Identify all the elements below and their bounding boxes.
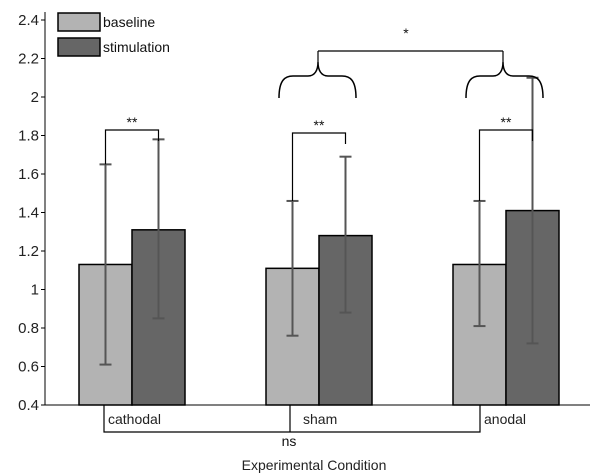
legend: baseline stimulation xyxy=(57,12,170,57)
significance-marker: ** xyxy=(501,114,512,130)
x-axis-label: Experimental Condition xyxy=(242,457,387,473)
significance-marker: ** xyxy=(314,117,325,133)
y-tick-label: 0.4 xyxy=(18,397,39,414)
significance-bracket xyxy=(478,129,534,201)
legend-label-baseline: baseline xyxy=(103,14,155,30)
significance-marker: ** xyxy=(127,114,138,130)
y-tick-label: 1.8 xyxy=(18,128,39,145)
significance-bracket xyxy=(104,129,160,165)
legend-label-stimulation: stimulation xyxy=(103,39,170,55)
significance-annotations: ** ** ***ns xyxy=(103,25,544,449)
ns-bracket xyxy=(103,405,481,433)
bars xyxy=(78,76,560,406)
y-tick-label: 1 xyxy=(31,282,39,299)
y-tick-label: 2.4 xyxy=(18,12,39,29)
category-label-sham: sham xyxy=(303,411,337,427)
y-tick-label: 1.6 xyxy=(18,166,39,183)
category-label-anodal: anodal xyxy=(484,411,526,427)
axes: 0.4 0.6 0.8 1 1.2 1.4 1.6 1.8 2 2.2 2.4 cathodal sha… xyxy=(18,12,590,427)
y-tick-label: 1.2 xyxy=(18,243,39,260)
legend-swatch-stimulation xyxy=(57,37,101,57)
y-tick-label: 0.6 xyxy=(18,359,39,376)
significance-bracket xyxy=(291,132,347,201)
between-significance-marker: * xyxy=(403,25,409,41)
category-label-cathodal: cathodal xyxy=(108,411,161,427)
ns-label: ns xyxy=(282,433,297,449)
y-tick-label: 2.2 xyxy=(18,51,39,68)
legend-swatch-baseline xyxy=(57,12,101,32)
curly-brace-anodal xyxy=(465,61,544,99)
y-tick-label: 2 xyxy=(31,89,39,106)
curly-brace-sham xyxy=(278,61,357,99)
y-tick-label: 1.4 xyxy=(18,205,39,222)
y-tick-label: 0.8 xyxy=(18,320,39,337)
